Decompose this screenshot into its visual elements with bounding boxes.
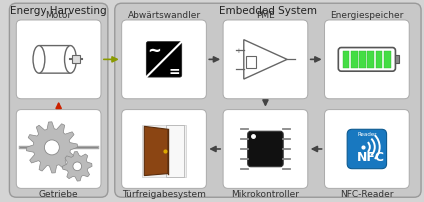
FancyBboxPatch shape	[223, 110, 308, 188]
Text: NFC: NFC	[357, 151, 385, 164]
Bar	[166, 126, 184, 177]
Text: Embedded System: Embedded System	[219, 6, 317, 16]
FancyBboxPatch shape	[223, 21, 308, 99]
FancyBboxPatch shape	[248, 132, 283, 167]
Bar	[359, 51, 366, 69]
Text: Motor: Motor	[45, 11, 72, 20]
Circle shape	[73, 162, 81, 171]
Bar	[73, 56, 80, 64]
FancyBboxPatch shape	[324, 21, 409, 99]
Text: Reader: Reader	[357, 131, 377, 136]
FancyBboxPatch shape	[122, 21, 206, 99]
FancyBboxPatch shape	[9, 4, 108, 197]
FancyBboxPatch shape	[324, 110, 409, 188]
FancyBboxPatch shape	[347, 130, 387, 169]
Bar	[376, 51, 382, 69]
Bar	[142, 126, 186, 177]
Text: −: −	[235, 67, 241, 73]
Bar	[246, 57, 256, 69]
Ellipse shape	[33, 46, 45, 74]
FancyBboxPatch shape	[146, 42, 182, 78]
Text: Abwärtswandler: Abwärtswandler	[128, 11, 201, 20]
Bar	[396, 56, 399, 64]
Text: ~: ~	[147, 41, 161, 59]
Text: Mikrokontroller: Mikrokontroller	[232, 189, 299, 198]
Text: +: +	[235, 47, 241, 53]
Bar	[343, 51, 349, 69]
FancyBboxPatch shape	[16, 21, 101, 99]
Text: NFC-Reader: NFC-Reader	[340, 189, 393, 198]
FancyBboxPatch shape	[122, 110, 206, 188]
Bar	[351, 51, 358, 69]
FancyBboxPatch shape	[338, 48, 396, 72]
Polygon shape	[144, 127, 168, 176]
Circle shape	[45, 140, 59, 155]
Text: =: =	[168, 65, 180, 79]
Text: Energy Harvesting: Energy Harvesting	[10, 6, 107, 16]
Text: PME: PME	[256, 11, 275, 20]
Polygon shape	[62, 152, 92, 181]
Polygon shape	[26, 122, 78, 173]
Text: Getriebe: Getriebe	[39, 189, 78, 198]
Polygon shape	[244, 40, 287, 80]
Text: Energiespeicher: Energiespeicher	[330, 11, 404, 20]
Ellipse shape	[64, 46, 76, 74]
Bar	[367, 51, 374, 69]
Text: Türfreigabesystem: Türfreigabesystem	[122, 189, 206, 198]
FancyBboxPatch shape	[16, 110, 101, 188]
FancyBboxPatch shape	[115, 4, 421, 197]
FancyBboxPatch shape	[39, 46, 70, 74]
Bar	[384, 51, 391, 69]
